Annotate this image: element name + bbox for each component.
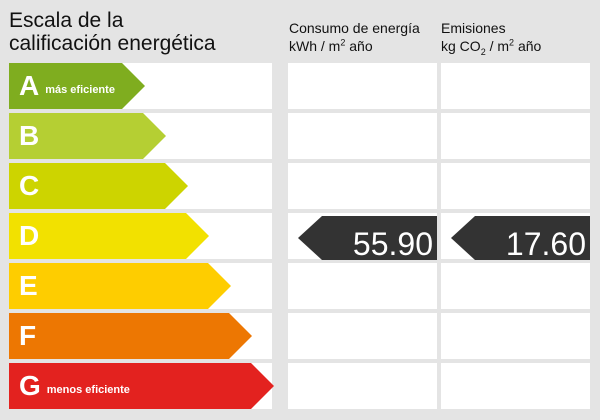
rating-letter: E	[19, 270, 38, 301]
emisiones-cell-d: 17.60	[441, 213, 590, 260]
title-line-1: Escala de la	[9, 9, 124, 32]
rating-letter: A	[19, 70, 40, 101]
rating-bar-b: B	[9, 113, 166, 159]
rating-letter: F	[19, 320, 37, 351]
emisiones-cell-f	[441, 313, 590, 359]
emisiones-cell-e	[441, 263, 590, 309]
emisiones-cell-c	[441, 163, 590, 209]
rating-row-d: D	[9, 213, 272, 259]
emisiones-header-unit: kg CO2 / m2 año	[441, 37, 542, 57]
consumo-value-indicator: 55.90	[298, 216, 437, 260]
emisiones-cell-g	[441, 363, 590, 409]
consumo-column-header: Consumo de energía kWh / m2 año	[289, 19, 420, 55]
consumo-cell-a	[288, 63, 437, 109]
rating-bar-d: D	[9, 213, 209, 259]
emisiones-column-header: Emisiones kg CO2 / m2 año	[441, 19, 542, 57]
consumo-cell-f	[288, 313, 437, 359]
emisiones-cell-b	[441, 113, 590, 159]
rating-bar-c: C	[9, 163, 188, 209]
rating-row-b: B	[9, 113, 272, 159]
rating-bar-f: F	[9, 313, 252, 359]
consumo-cell-g	[288, 363, 437, 409]
rating-letter: B	[19, 120, 40, 151]
rating-row-f: F	[9, 313, 272, 359]
rating-letter: C	[19, 170, 40, 201]
title-line-2: calificación energética	[9, 32, 216, 55]
rating-description: más eficiente	[45, 84, 115, 96]
emisiones-cell-a	[441, 63, 590, 109]
emisiones-header-label: Emisiones	[441, 20, 506, 36]
emisiones-value-indicator: 17.60	[451, 216, 590, 260]
consumo-cell-b	[288, 113, 437, 159]
rating-row-c: C	[9, 163, 272, 209]
consumo-header-unit: kWh / m2 año	[289, 37, 373, 54]
rating-row-e: E	[9, 263, 272, 309]
consumo-cell-c	[288, 163, 437, 209]
consumo-cell-e	[288, 263, 437, 309]
consumo-header-label: Consumo de energía	[289, 20, 420, 36]
rating-description: menos eficiente	[46, 384, 130, 396]
consumo-cell-d: 55.90	[288, 213, 437, 260]
rating-letter: D	[19, 220, 40, 251]
rating-letter: G	[19, 370, 41, 401]
rating-bar-e: E	[9, 263, 231, 309]
page-title: Escala de la calificación energética	[9, 9, 216, 55]
